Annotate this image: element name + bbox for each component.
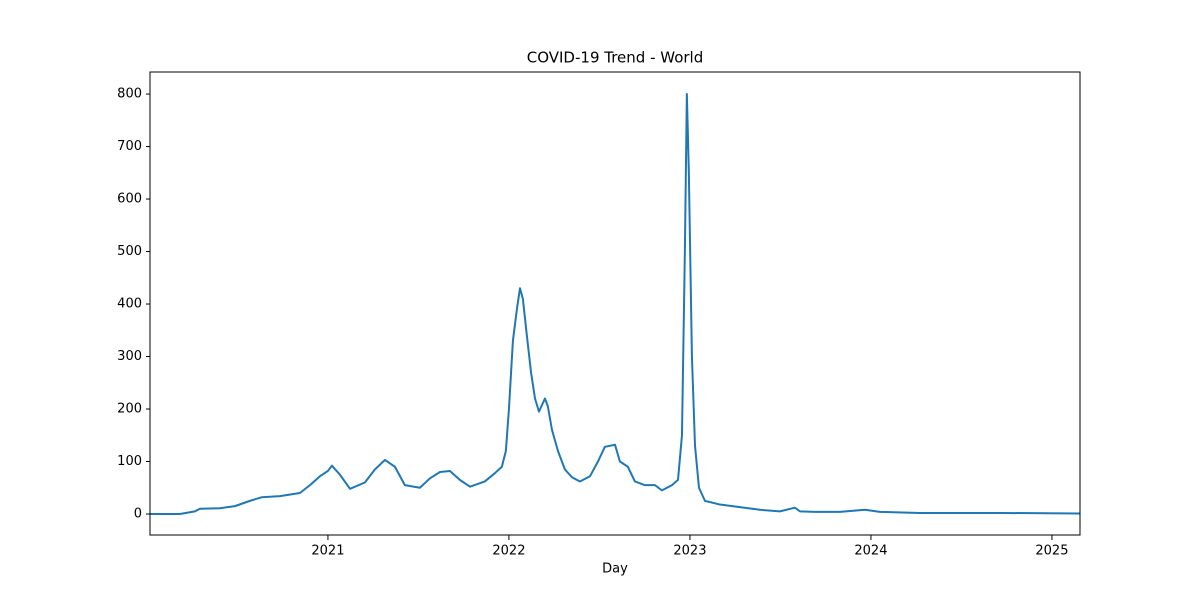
x-axis-label: Day: [602, 562, 628, 577]
y-tick-label: 600: [117, 192, 142, 207]
x-tick-label: 2022: [492, 544, 525, 559]
plot-frame: [149, 71, 1081, 536]
x-tick-label: 2025: [1035, 544, 1068, 559]
y-tick-label: 700: [117, 139, 142, 154]
x-tick-label: 2023: [673, 544, 706, 559]
y-tick-label: 500: [117, 244, 142, 259]
x-tick-label: 2024: [854, 544, 887, 559]
chart-title: COVID-19 Trend - World: [527, 49, 704, 67]
y-tick-label: 0: [134, 507, 142, 522]
y-tick-label: 100: [117, 454, 142, 469]
y-tick-label: 300: [117, 349, 142, 364]
data-line: [150, 93, 1081, 516]
y-tick-label: 400: [117, 297, 142, 312]
y-tick-label: 800: [117, 87, 142, 102]
x-tick-label: 2021: [311, 544, 344, 559]
y-tick-label: 200: [117, 402, 142, 417]
